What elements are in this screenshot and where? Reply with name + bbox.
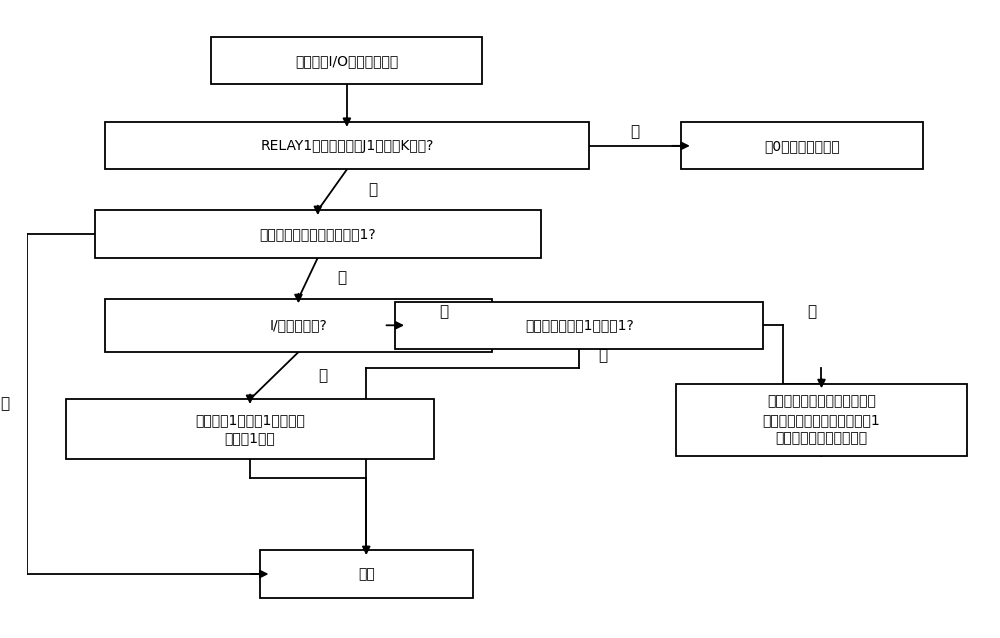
FancyBboxPatch shape xyxy=(95,211,541,258)
Text: 是: 是 xyxy=(807,304,816,319)
FancyBboxPatch shape xyxy=(676,383,967,456)
Text: I/口为低电平?: I/口为低电平? xyxy=(270,318,327,332)
Text: 否: 否 xyxy=(337,271,346,286)
FancyBboxPatch shape xyxy=(395,302,763,349)
FancyBboxPatch shape xyxy=(66,399,434,459)
FancyBboxPatch shape xyxy=(260,551,473,598)
Text: 已经判断过计时器值标志为1?: 已经判断过计时器值标志为1? xyxy=(260,227,376,241)
Text: 根据计时器的值决定是否对继
电器启动时间进行调整，并置1
已经判断过计时器值标志: 根据计时器的值决定是否对继 电器启动时间进行调整，并置1 已经判断过计时器值标志 xyxy=(763,394,880,445)
Text: RELAY1输出高电平使J1的触点K闭合?: RELAY1输出高电平使J1的触点K闭合? xyxy=(260,139,434,153)
FancyBboxPatch shape xyxy=(211,37,482,84)
FancyBboxPatch shape xyxy=(681,122,923,170)
Text: 是: 是 xyxy=(318,368,327,383)
Text: 是: 是 xyxy=(368,182,377,197)
Text: 否: 否 xyxy=(439,304,448,319)
Text: 计时器已经加过1标志为1?: 计时器已经加过1标志为1? xyxy=(525,318,634,332)
Text: 否: 否 xyxy=(599,348,608,363)
Text: 开始并把I/O设置成输入脚: 开始并把I/O设置成输入脚 xyxy=(295,54,399,68)
Text: 计时器加1，并置1计时器已
经加过1标志: 计时器加1，并置1计时器已 经加过1标志 xyxy=(195,413,305,445)
FancyBboxPatch shape xyxy=(105,299,492,352)
FancyBboxPatch shape xyxy=(105,122,589,170)
Text: 退出: 退出 xyxy=(358,567,375,581)
Text: 清0标志位及计时器: 清0标志位及计时器 xyxy=(764,139,840,153)
Text: 否: 否 xyxy=(630,124,640,140)
Text: 是: 是 xyxy=(1,396,10,412)
